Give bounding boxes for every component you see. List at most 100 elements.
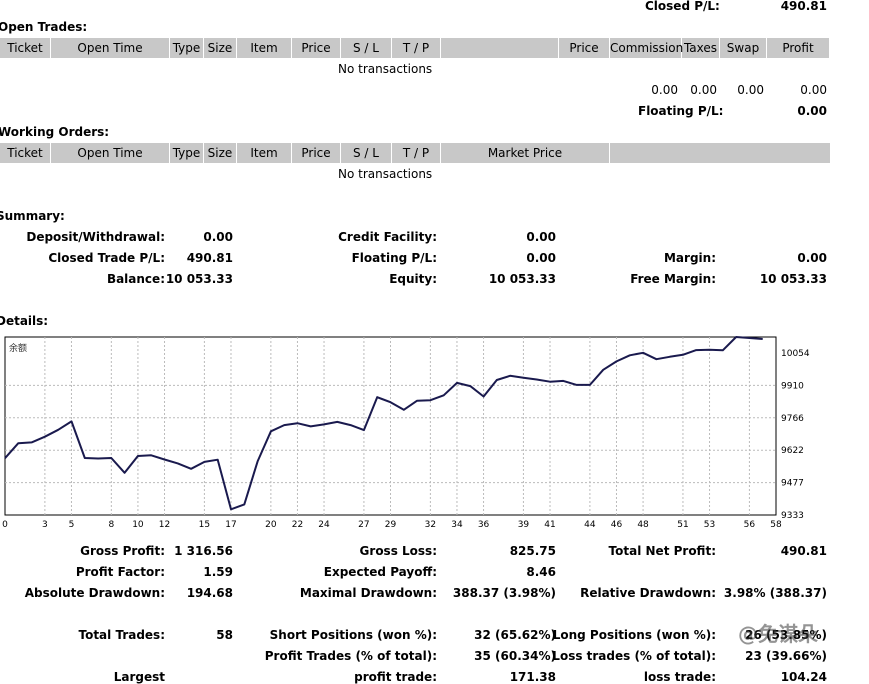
col-blank bbox=[441, 38, 559, 58]
summary-free-margin-label: Free Margin: bbox=[630, 272, 716, 286]
chart-x-tick-label: 5 bbox=[69, 520, 75, 530]
stat-abs-drawdown-value: 194.68 bbox=[186, 586, 233, 600]
col-type[interactable]: Type bbox=[170, 38, 204, 58]
stat-largest-label: Largest bbox=[113, 670, 165, 684]
stat-profit-trades-label: Profit Trades (% of total): bbox=[264, 649, 437, 663]
chart-y-tick-label: 9333 bbox=[781, 511, 804, 521]
stat-profit-trades-value: 35 (60.34%) bbox=[474, 649, 556, 663]
stat-loss-trade-label: loss trade: bbox=[643, 670, 716, 684]
stat-long-label: Long Positions (won %): bbox=[552, 628, 716, 642]
stat-gross-profit-value: 1 316.56 bbox=[174, 544, 233, 558]
stat-expected-payoff-value: 8.46 bbox=[526, 565, 556, 579]
chart-x-tick-label: 3 bbox=[42, 520, 48, 530]
chart-x-tick-label: 0 bbox=[2, 520, 8, 530]
col-size[interactable]: Size bbox=[204, 38, 237, 58]
stat-profit-factor-value: 1.59 bbox=[203, 565, 233, 579]
summary-closed-label: Closed Trade P/L: bbox=[48, 251, 165, 265]
col-swap[interactable]: Swap bbox=[720, 38, 767, 58]
open-total-taxes: 0.00 bbox=[690, 83, 717, 97]
chart-x-tick-label: 56 bbox=[744, 520, 756, 530]
col-commission[interactable]: Commission bbox=[610, 38, 683, 58]
chart-x-tick-label: 12 bbox=[159, 520, 170, 530]
chart-x-tick-label: 34 bbox=[451, 520, 463, 530]
chart-x-tick-label: 46 bbox=[611, 520, 623, 530]
chart-x-tick-label: 48 bbox=[637, 520, 649, 530]
chart-y-tick-label: 9622 bbox=[781, 446, 804, 456]
wo-col-open-time[interactable]: Open Time bbox=[51, 143, 170, 163]
chart-y-tick-label: 9766 bbox=[781, 414, 804, 424]
summary-deposit-label: Deposit/Withdrawal: bbox=[26, 230, 165, 244]
stat-gross-loss-value: 825.75 bbox=[509, 544, 556, 558]
col-taxes[interactable]: Taxes bbox=[682, 38, 720, 58]
chart-y-tick-label: 10054 bbox=[781, 349, 810, 359]
summary-floating-value: 0.00 bbox=[526, 251, 556, 265]
summary-balance-value: 10 053.33 bbox=[165, 272, 233, 286]
stat-profit-trade-value: 171.38 bbox=[509, 670, 556, 684]
col-profit[interactable]: Profit bbox=[767, 38, 830, 58]
col-tp[interactable]: T / P bbox=[392, 38, 441, 58]
col-open-time[interactable]: Open Time bbox=[51, 38, 170, 58]
chart-x-tick-label: 41 bbox=[544, 520, 555, 530]
stat-total-trades-label: Total Trades: bbox=[78, 628, 165, 642]
chart-x-tick-label: 29 bbox=[385, 520, 397, 530]
wo-col-type[interactable]: Type bbox=[170, 143, 204, 163]
stat-expected-payoff-label: Expected Payoff: bbox=[323, 565, 437, 579]
top-closed-pl-label: Closed P/L: bbox=[645, 0, 720, 13]
open-total-profit: 0.00 bbox=[800, 83, 827, 97]
chart-y-tick-label: 9910 bbox=[781, 381, 804, 391]
stat-abs-drawdown-label: Absolute Drawdown: bbox=[24, 586, 165, 600]
stat-rel-drawdown-value: 3.98% (388.37) bbox=[723, 586, 827, 600]
col-ticket[interactable]: Ticket bbox=[0, 38, 51, 58]
wo-col-price[interactable]: Price bbox=[292, 143, 341, 163]
summary-margin-value: 0.00 bbox=[797, 251, 827, 265]
stat-max-drawdown-value: 388.37 (3.98%) bbox=[452, 586, 556, 600]
summary-margin-label: Margin: bbox=[663, 251, 716, 265]
col-item[interactable]: Item bbox=[237, 38, 292, 58]
stat-loss-trades-label: Loss trades (% of total): bbox=[552, 649, 716, 663]
chart-x-tick-label: 44 bbox=[584, 520, 596, 530]
chart-x-tick-label: 58 bbox=[770, 520, 782, 530]
stat-profit-trade-label: profit trade: bbox=[354, 670, 437, 684]
summary-balance-label: Balance: bbox=[106, 272, 165, 286]
wo-col-ticket[interactable]: Ticket bbox=[0, 143, 51, 163]
chart-x-tick-label: 17 bbox=[225, 520, 236, 530]
chart-x-tick-label: 36 bbox=[478, 520, 490, 530]
summary-equity-label: Equity: bbox=[389, 272, 437, 286]
open-trades-empty: No transactions bbox=[338, 62, 433, 76]
working-orders-title: Working Orders: bbox=[0, 125, 110, 139]
chart-y-ticks: 10054 9910 9766 9622 9477 9333 bbox=[781, 349, 810, 521]
chart-x-tick-label: 22 bbox=[292, 520, 303, 530]
open-floating-value: 0.00 bbox=[797, 104, 827, 118]
stat-long-value: 26 (53.85%) bbox=[745, 628, 827, 642]
wo-col-item[interactable]: Item bbox=[237, 143, 292, 163]
summary-credit-value: 0.00 bbox=[526, 230, 556, 244]
wo-col-sl[interactable]: S / L bbox=[341, 143, 392, 163]
details-title: Details: bbox=[0, 314, 49, 328]
stat-gross-profit-label: Gross Profit: bbox=[80, 544, 165, 558]
summary-closed-value: 490.81 bbox=[186, 251, 233, 265]
chart-x-tick-label: 27 bbox=[358, 520, 369, 530]
stat-short-value: 32 (65.62%) bbox=[474, 628, 556, 642]
chart-title: 余额 bbox=[9, 342, 27, 354]
watermark: @免谋朵 bbox=[738, 622, 818, 646]
chart-y-tick-label: 9477 bbox=[781, 479, 804, 489]
col-price[interactable]: Price bbox=[292, 38, 341, 58]
chart-x-tick-label: 8 bbox=[108, 520, 114, 530]
chart-x-tick-label: 10 bbox=[132, 520, 144, 530]
chart-x-ticks: 0 3 5 8 10 12 15 17 20 22 24 27 29 32 34 36 39 41 44 46 48 51… bbox=[2, 520, 782, 530]
open-trades-header: Ticket Open Time Type Size Item Price S … bbox=[0, 38, 830, 58]
chart-x-tick-label: 20 bbox=[265, 520, 277, 530]
col-sl[interactable]: S / L bbox=[341, 38, 392, 58]
chart-x-tick-label: 53 bbox=[704, 520, 715, 530]
summary-equity-value: 10 053.33 bbox=[488, 272, 556, 286]
wo-col-market-price[interactable]: Market Price bbox=[441, 143, 610, 163]
chart-x-tick-label: 24 bbox=[318, 520, 330, 530]
col-price-current[interactable]: Price bbox=[559, 38, 610, 58]
wo-col-tp[interactable]: T / P bbox=[392, 143, 441, 163]
open-total-swap: 0.00 bbox=[737, 83, 764, 97]
summary-floating-label: Floating P/L: bbox=[351, 251, 437, 265]
chart-grid bbox=[5, 337, 776, 515]
wo-col-size[interactable]: Size bbox=[204, 143, 237, 163]
chart-line-layer bbox=[4, 336, 763, 511]
